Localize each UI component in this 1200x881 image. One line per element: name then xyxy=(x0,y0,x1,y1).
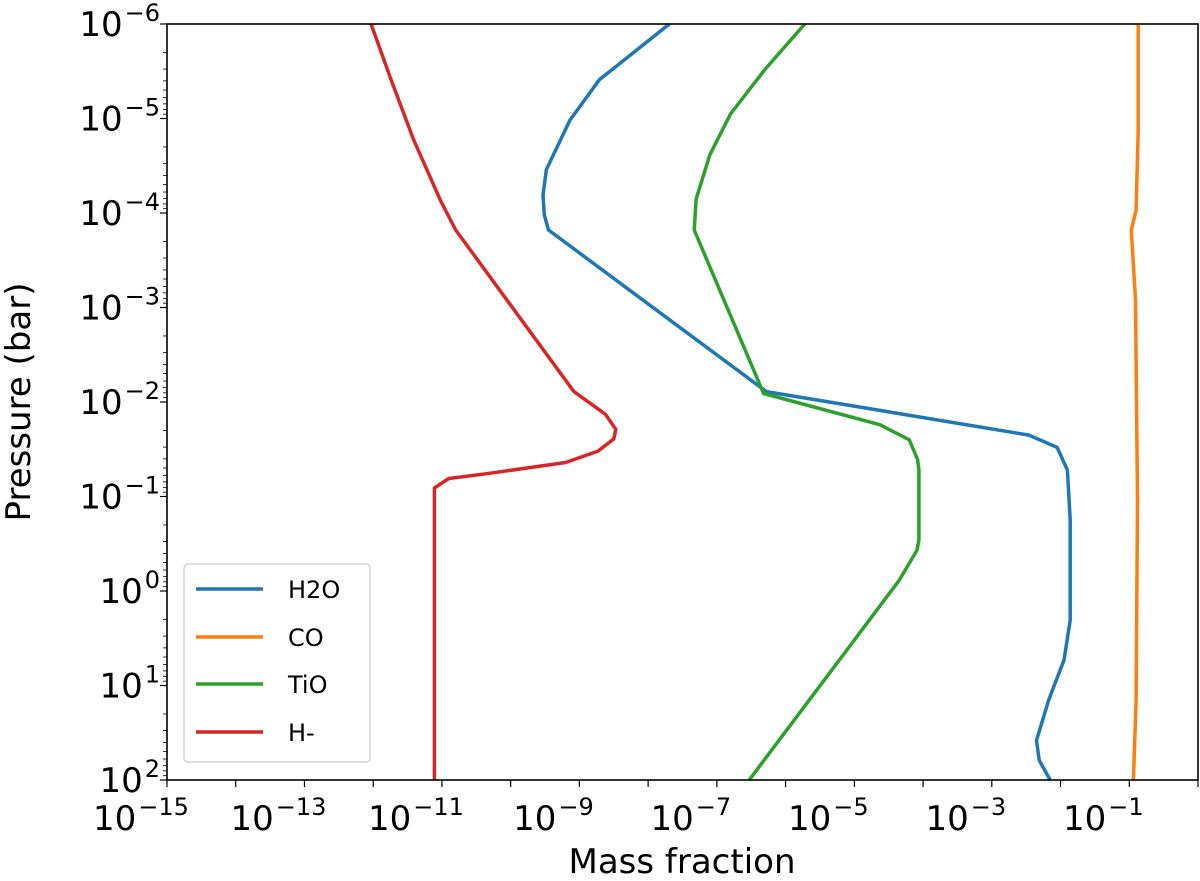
x-tick-label: 10−3 xyxy=(925,793,1006,839)
legend-label-h2o: H2O xyxy=(288,576,340,604)
y-tick-label: 10−6 xyxy=(79,0,160,45)
y-tick-label: 10−2 xyxy=(79,377,160,423)
legend-label-tio: TiO xyxy=(287,671,327,699)
x-tick-label: 10−11 xyxy=(368,793,464,839)
legend-label-h-minus: H- xyxy=(288,719,315,747)
x-tick-label: 10−7 xyxy=(651,793,732,839)
y-axis-label: Pressure (bar) xyxy=(0,283,39,522)
legend-item-co: CO xyxy=(196,624,324,652)
y-tick-label: 10−4 xyxy=(79,188,160,234)
y-tick-label: 100 xyxy=(99,566,160,612)
y-tick-label: 10−1 xyxy=(79,472,160,518)
legend: H2O CO TiO H- xyxy=(183,563,371,763)
x-axis-label: Mass fraction xyxy=(568,842,795,881)
x-axis-ticks: 10−15 10−13 10−11 10−9 10−7 10−5 10−3 10−1 xyxy=(93,780,1199,839)
series-line-h-minus xyxy=(369,23,618,780)
y-tick-label: 10−5 xyxy=(79,94,160,140)
y-tick-label: 101 xyxy=(99,661,160,707)
x-tick-label: 10−13 xyxy=(231,793,327,839)
legend-item-h-minus: H- xyxy=(196,719,315,747)
y-tick-label: 10−3 xyxy=(79,283,160,329)
x-tick-label: 10−1 xyxy=(1063,793,1144,839)
legend-label-co: CO xyxy=(288,624,324,652)
series-line-co xyxy=(1129,24,1140,781)
legend-item-h2o: H2O xyxy=(196,576,340,604)
x-tick-label: 10−5 xyxy=(788,793,869,839)
legend-box xyxy=(183,563,371,763)
legend-item-tio: TiO xyxy=(196,671,327,699)
series-line-h2o xyxy=(541,22,1072,781)
series-line-tio xyxy=(692,22,921,782)
plot-lines xyxy=(369,22,1140,782)
x-tick-label: 10−9 xyxy=(513,793,594,839)
